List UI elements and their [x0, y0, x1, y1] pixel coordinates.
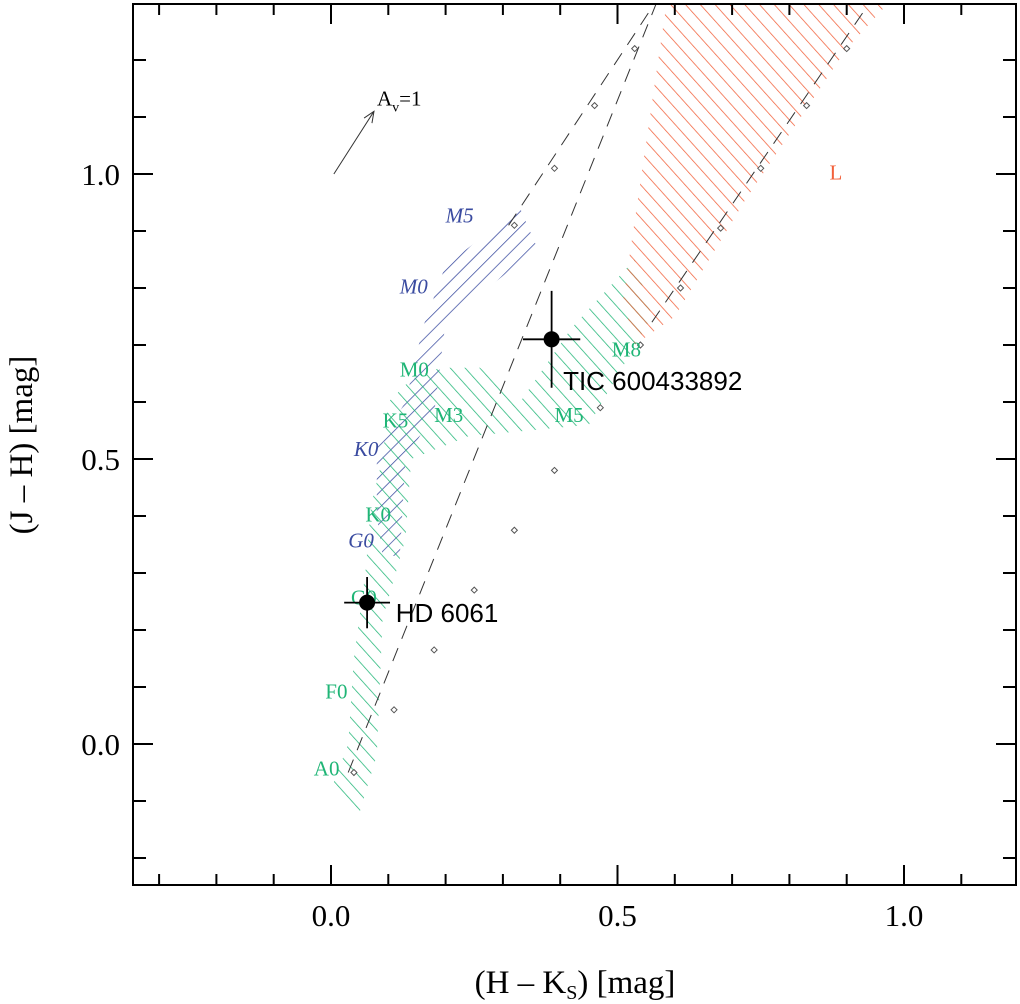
branch-label-m0: M0 — [399, 275, 428, 299]
data-point — [543, 331, 560, 348]
y-tick-label: 0.0 — [81, 727, 120, 762]
branch-label-k0: K0 — [365, 503, 391, 527]
y-axis-label: (J – H) [mag] — [4, 356, 40, 535]
axis-tick-labels: 0.0 0.5 1.0 0.0 0.5 1.0 — [81, 157, 923, 933]
reddening-marker — [550, 466, 559, 475]
target-objects: HD 6061 TIC 600433892 — [344, 290, 742, 629]
x-tick-label: 0.5 — [598, 898, 637, 933]
reddening-lines — [347, 4, 870, 777]
branch-label-k0: K0 — [353, 437, 379, 461]
data-point — [359, 594, 376, 611]
branch-label-f0: F0 — [325, 679, 347, 703]
reddening-marker — [470, 586, 478, 594]
reddening-marker — [757, 164, 765, 173]
dwarf-branch — [331, 259, 652, 813]
y-tick-label: 1.0 — [81, 157, 120, 192]
reddening-marker — [350, 768, 358, 777]
branch-label-m5: M5 — [445, 203, 474, 227]
object-tic-600433892: TIC 600433892 — [522, 290, 742, 396]
reddening-marker — [390, 706, 398, 714]
reddening-vector: Av=1 — [333, 86, 422, 175]
reddening-marker — [550, 164, 559, 173]
branch-label-m3: M3 — [434, 403, 463, 427]
reddening-vector-label-sub: v — [392, 100, 399, 115]
reddening-vector-label: Av=1 — [377, 86, 422, 115]
x-tick-label: 1.0 — [885, 898, 924, 933]
reddening-vector-label-main: A — [377, 86, 393, 110]
reddening-marker — [842, 44, 851, 53]
reddening-marker — [510, 221, 519, 230]
reddening-marker — [676, 284, 685, 292]
reddening-marker — [510, 526, 519, 534]
spectral-type-regions — [331, 4, 888, 813]
ctts-reddening-line — [651, 4, 870, 323]
object-hd-6061: HD 6061 — [344, 576, 499, 629]
reddening-marker — [716, 224, 725, 232]
l-dwarf-region — [623, 4, 888, 345]
reddening-vector-arrowhead — [363, 110, 375, 124]
x-tick-label: 0.0 — [312, 898, 351, 933]
branch-label-k5: K5 — [383, 409, 409, 433]
branch-labels: M5M0K0G0M0K5M3M5M8K0G0F0A0L — [314, 161, 843, 781]
reddening-marker — [596, 403, 605, 412]
reddening-marker — [636, 341, 645, 349]
reddening-marker — [630, 44, 639, 53]
reddening-marker — [430, 646, 438, 654]
x-axis-label-sub: S — [566, 982, 577, 1004]
branch-label-m8: M8 — [612, 337, 641, 361]
branch-label-l: L — [830, 161, 843, 185]
branch-label-a0: A0 — [314, 756, 340, 780]
y-tick-label: 0.5 — [81, 442, 120, 477]
reddening-vector-arrow — [333, 111, 375, 175]
x-axis-label: (H – KS) [mag] — [475, 965, 676, 1004]
x-axis-label-tail: ) [mag] — [577, 965, 675, 1001]
reddening-marker — [802, 101, 811, 110]
branch-label-g0: G0 — [348, 528, 374, 552]
reddening-vector-label-tail: =1 — [399, 86, 421, 110]
x-axis-label-main: (H – K — [475, 965, 567, 1001]
object-label: TIC 600433892 — [563, 366, 742, 396]
upper-reddening-line — [347, 4, 657, 773]
branch-label-m5: M5 — [554, 403, 583, 427]
axis-ticks — [133, 4, 1016, 885]
branch-label-m0: M0 — [400, 357, 429, 381]
reddening-marker — [590, 101, 599, 110]
plot-frame — [132, 3, 1017, 886]
object-label: HD 6061 — [396, 598, 499, 628]
